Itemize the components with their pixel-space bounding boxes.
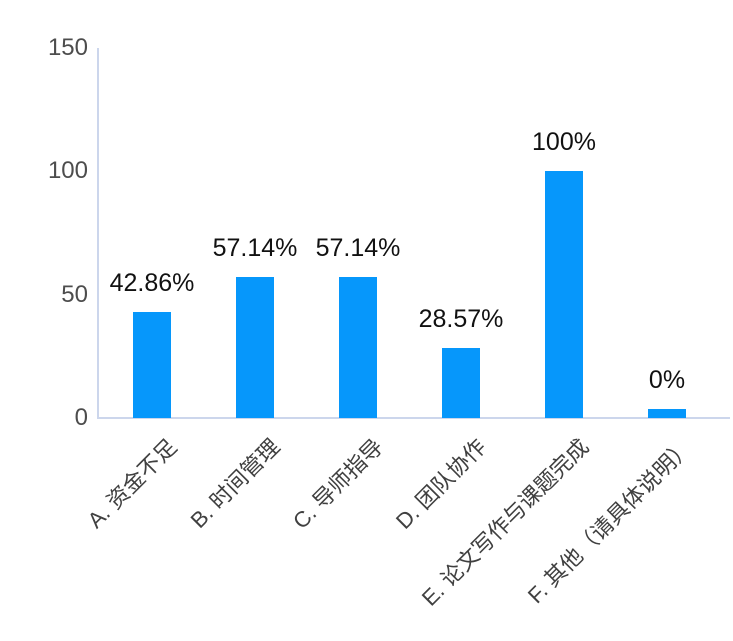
bar xyxy=(442,347,480,418)
bar-data-label: 57.14% xyxy=(315,234,401,263)
bar-data-label: 57.14% xyxy=(212,234,298,263)
y-axis-line xyxy=(97,48,99,418)
y-tick-label: 50 xyxy=(61,280,88,308)
x-axis-line xyxy=(97,417,730,419)
x-category-label: D. 团队协作 xyxy=(390,434,491,534)
bar xyxy=(133,312,171,418)
y-tick-label: 150 xyxy=(47,34,88,61)
bar-data-label: 100% xyxy=(532,128,596,157)
bar xyxy=(545,171,583,418)
y-tick-label: 0 xyxy=(74,404,88,431)
bar-data-label: 28.57% xyxy=(418,304,504,333)
x-category-label: A. 资金不足 xyxy=(82,434,182,533)
bar xyxy=(648,409,686,418)
x-category-label: B. 时间管理 xyxy=(185,434,285,533)
bar xyxy=(236,277,274,418)
x-category-label: C. 导师指导 xyxy=(287,434,388,534)
bar xyxy=(339,277,377,418)
bar-data-label: 42.86% xyxy=(109,269,195,298)
bar-data-label: 0% xyxy=(648,366,686,394)
x-category-label: E. 论文写作与课题完成 xyxy=(416,434,594,611)
y-tick-label: 100 xyxy=(47,157,88,185)
